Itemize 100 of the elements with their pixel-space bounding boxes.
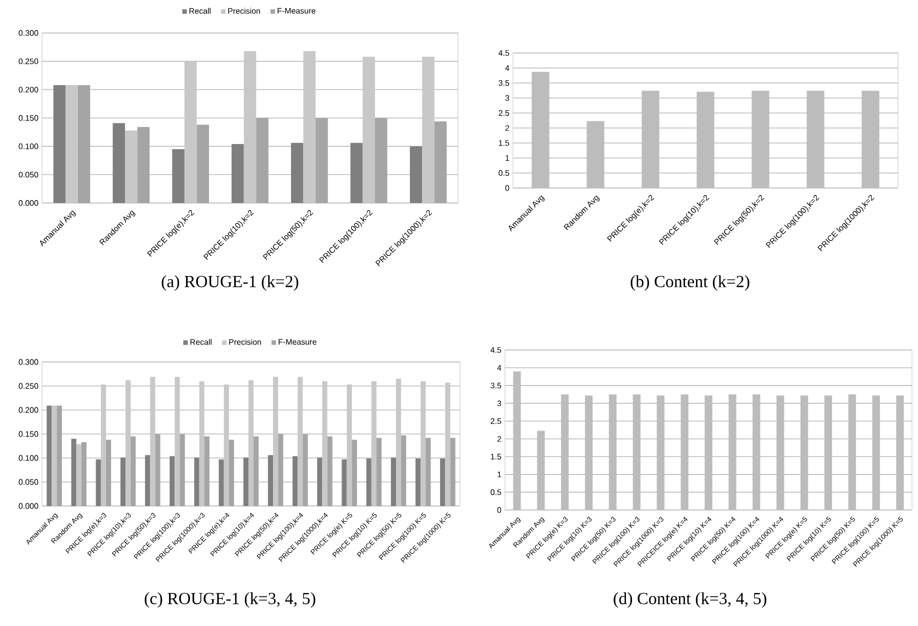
bar (420, 381, 426, 506)
bar (316, 118, 328, 203)
y-tick-label: 0.100 (18, 455, 38, 461)
bar (375, 118, 388, 203)
bar (184, 61, 197, 203)
bar (66, 85, 78, 203)
y-tick-label: 3.5 (490, 382, 502, 388)
bar (434, 121, 447, 203)
y-tick-label: 1.5 (490, 454, 502, 460)
bar (96, 459, 101, 506)
bar (303, 51, 316, 203)
bar (196, 124, 209, 203)
bar (450, 438, 456, 506)
bar (291, 142, 304, 203)
text: (b) Content (k=2) (630, 275, 750, 291)
bar (371, 381, 376, 506)
y-tick-label: 2 (497, 436, 502, 442)
bar (155, 434, 160, 506)
y-tick-label: 0.300 (18, 359, 38, 365)
bar (130, 436, 136, 506)
bar (76, 444, 82, 506)
bar (396, 378, 402, 506)
y-tick-label: 3 (497, 400, 502, 406)
bar (401, 435, 406, 506)
text: (c) ROUGE-1 (k=3, 4, 5) (144, 592, 316, 608)
bar (244, 51, 256, 203)
y-tick-label: 0 (497, 507, 502, 513)
y-tick-label: 0.050 (18, 172, 38, 178)
y-tick-label: 0 (505, 185, 510, 191)
y-tick-label: 4.5 (498, 50, 510, 56)
y-tick-label: 1 (498, 472, 502, 478)
bar (445, 382, 450, 506)
bar (327, 436, 332, 506)
bar (317, 458, 322, 506)
bar (426, 438, 431, 506)
y-tick-label: 0.250 (18, 58, 38, 64)
legend-label: Recall (190, 338, 212, 345)
y-tick-label: 4 (497, 365, 502, 371)
bar (145, 455, 150, 506)
y-tick-label: 0.200 (18, 407, 38, 413)
y-tick-label: 0.150 (18, 115, 38, 121)
bar (410, 146, 422, 203)
bar (422, 56, 434, 203)
bar (298, 376, 303, 506)
bar (256, 118, 268, 203)
bar (350, 142, 363, 203)
bar (137, 127, 150, 203)
y-tick-label: 4 (505, 65, 510, 71)
bar (106, 440, 112, 506)
legend-label: F-Measure (278, 8, 316, 14)
bar (224, 384, 229, 506)
bar (228, 440, 234, 506)
bar (322, 381, 328, 506)
y-tick-label: 2.5 (498, 110, 510, 116)
bar (172, 149, 184, 203)
y-tick-label: 0.100 (18, 143, 38, 150)
y-tick-label: 0.000 (18, 200, 38, 206)
y-tick-label: 1.5 (498, 140, 510, 146)
bar (352, 440, 357, 506)
bar (390, 458, 396, 506)
bar (100, 384, 106, 506)
bar (440, 458, 446, 506)
bar (174, 376, 180, 506)
bar (366, 458, 372, 506)
bar (232, 144, 244, 203)
bar (199, 381, 204, 506)
bar (194, 458, 200, 506)
bar (268, 455, 274, 506)
bar (81, 442, 87, 506)
y-tick-label: 0.150 (18, 431, 38, 437)
bar (180, 434, 185, 506)
bar (278, 434, 284, 506)
bar (52, 406, 57, 506)
bar (126, 380, 131, 506)
bar (53, 85, 66, 203)
bar (346, 384, 352, 506)
y-tick-label: 0.250 (18, 383, 38, 389)
bar (112, 123, 126, 203)
y-tick-label: 4.5 (490, 347, 502, 353)
bar (376, 438, 382, 506)
legend-label: Recall (189, 8, 211, 14)
bar (248, 380, 254, 506)
text: (a) ROUGE-1 (k=2) (162, 275, 298, 291)
bar (362, 56, 376, 203)
bar (125, 130, 138, 203)
y-tick-label: 3 (505, 95, 510, 101)
bar (273, 376, 278, 506)
bar (46, 406, 52, 506)
legend-label: Precision (229, 338, 261, 345)
y-tick-label: 0.050 (18, 479, 38, 485)
y-tick-label: 0.000 (18, 503, 38, 509)
bar (302, 434, 308, 506)
y-tick-label: 0.5 (490, 489, 502, 496)
bar (78, 85, 90, 203)
bar (150, 376, 156, 506)
bar (170, 456, 175, 506)
y-tick-label: 3.5 (498, 80, 510, 86)
bar (204, 436, 210, 506)
y-tick-label: 0.5 (498, 170, 510, 176)
y-tick-label: 2 (505, 125, 510, 131)
